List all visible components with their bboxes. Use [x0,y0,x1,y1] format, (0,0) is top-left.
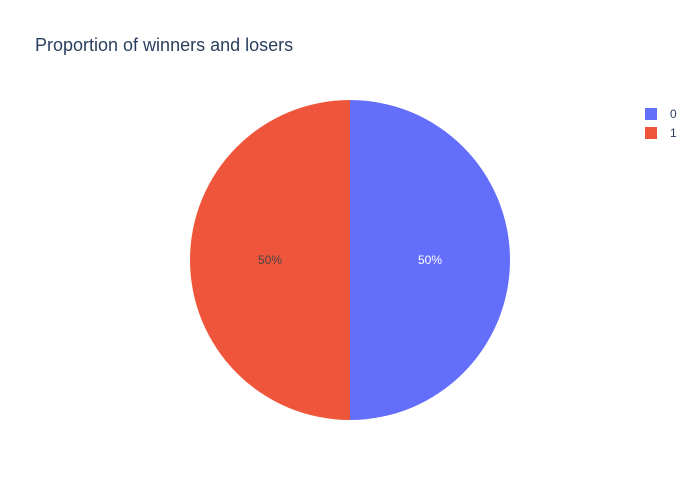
pie-slice-1[interactable] [190,100,350,420]
slice-percent-label-1: 50% [258,253,282,267]
pie-slices [190,100,510,420]
legend-label-1[interactable]: 1 [670,126,677,140]
legend-swatch-0[interactable] [645,108,657,120]
slice-percent-label-0: 50% [418,253,442,267]
legend: 01 [645,107,677,140]
chart-title: Proportion of winners and losers [35,35,293,55]
pie-slice-0[interactable] [350,100,510,420]
legend-label-0[interactable]: 0 [670,107,677,121]
legend-swatch-1[interactable] [645,127,657,139]
pie-slice-labels: 50% 50% [258,253,442,267]
